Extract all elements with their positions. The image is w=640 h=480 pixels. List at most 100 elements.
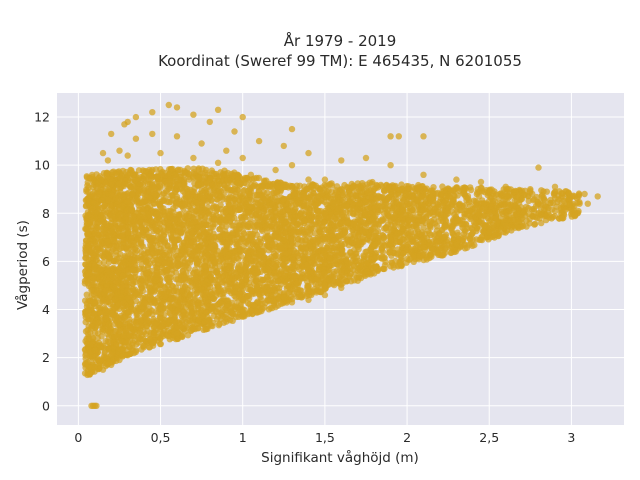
scatter-point — [83, 335, 90, 342]
scatter-point — [126, 287, 133, 295]
scatter-point — [224, 176, 231, 183]
scatter-point — [200, 234, 207, 242]
scatter-point — [225, 201, 233, 208]
scatter-point — [124, 198, 132, 205]
scatter-point — [198, 285, 205, 293]
scatter-point — [131, 257, 138, 265]
scatter-point — [181, 312, 188, 319]
scatter-point — [135, 167, 143, 174]
scatter-point — [175, 211, 183, 218]
scatter-point — [333, 183, 341, 190]
scatter-point — [163, 180, 171, 187]
scatter-point — [110, 243, 118, 250]
scatter-point — [268, 222, 275, 229]
scatter-point — [265, 266, 273, 274]
scatter-point — [188, 239, 195, 246]
scatter-point — [259, 260, 266, 267]
scatter-point — [226, 275, 233, 282]
scatter-point — [231, 247, 239, 255]
scatter-point — [247, 256, 254, 263]
scatter-point — [84, 229, 92, 237]
scatter-point — [207, 224, 214, 232]
scatter-point — [225, 251, 232, 258]
scatter-point — [100, 254, 107, 261]
scatter-point — [96, 259, 103, 267]
scatter-point — [104, 209, 111, 216]
scatter-point — [139, 190, 147, 197]
scatter-point — [170, 253, 177, 260]
scatter-point — [269, 241, 276, 248]
scatter-point — [268, 254, 275, 261]
scatter-point — [169, 247, 176, 254]
scatter-point — [279, 208, 286, 215]
scatter-point — [158, 234, 165, 242]
scatter-point — [140, 255, 148, 262]
scatter-point — [281, 255, 288, 262]
scatter-point — [194, 224, 201, 231]
scatter-point — [133, 315, 140, 323]
scatter-point — [198, 212, 205, 219]
scatter-point — [124, 309, 132, 316]
scatter-point — [189, 188, 196, 195]
scatter-point — [131, 329, 138, 336]
scatter-point — [113, 341, 120, 348]
scatter-point — [104, 277, 112, 284]
scatter-point — [350, 220, 357, 227]
scatter-point — [181, 263, 189, 270]
scatter-point — [98, 273, 106, 281]
scatter-point — [174, 307, 181, 314]
scatter-point — [82, 254, 89, 262]
scatter-point — [161, 260, 169, 267]
scatter-point — [125, 241, 132, 249]
scatter-point — [133, 290, 140, 297]
scatter-point — [165, 277, 172, 284]
scatter-point — [219, 291, 226, 298]
scatter-point — [85, 211, 92, 219]
scatter-point — [107, 220, 115, 227]
scatter-point — [156, 314, 164, 321]
scatter-point — [152, 283, 160, 290]
scatter-point — [200, 219, 208, 226]
scatter-point — [176, 252, 183, 259]
scatter-point — [124, 294, 132, 301]
data-points — [81, 101, 601, 409]
scatter-point — [82, 314, 90, 321]
scatter-point — [252, 276, 260, 283]
scatter-point — [367, 193, 374, 201]
scatter-point — [154, 219, 162, 226]
scatter-point — [209, 303, 217, 310]
scatter-point — [243, 196, 250, 204]
scatter-point — [188, 228, 195, 235]
scatter-point — [289, 242, 296, 250]
scatter-point — [208, 239, 215, 246]
scatter-point — [270, 286, 277, 293]
scatter-point — [119, 224, 127, 232]
scatter-point — [268, 277, 275, 284]
scatter-point — [114, 333, 121, 340]
scatter-point — [272, 263, 279, 270]
scatter-point — [255, 238, 262, 245]
scatter-point — [112, 248, 120, 255]
scatter-point — [140, 329, 147, 336]
scatter-point — [281, 272, 288, 279]
scatter-point — [237, 180, 244, 187]
scatter-point — [229, 310, 236, 318]
scatter-point — [217, 201, 224, 209]
scatter-point — [109, 273, 116, 280]
scatter-point — [236, 192, 244, 200]
scatter-point — [168, 322, 175, 329]
scatter-point — [114, 280, 122, 287]
scatter-point — [168, 235, 175, 242]
scatter-point — [238, 235, 246, 243]
scatter-point — [214, 177, 221, 185]
scatter-point — [97, 284, 104, 292]
scatter-point — [201, 240, 209, 247]
scatter-point — [175, 302, 182, 309]
scatter-point — [214, 315, 221, 323]
scatter-point — [117, 211, 124, 218]
scatter-point — [229, 235, 236, 242]
scatter-point — [186, 278, 193, 285]
scatter-point — [245, 230, 253, 237]
scatter-point — [231, 257, 238, 264]
